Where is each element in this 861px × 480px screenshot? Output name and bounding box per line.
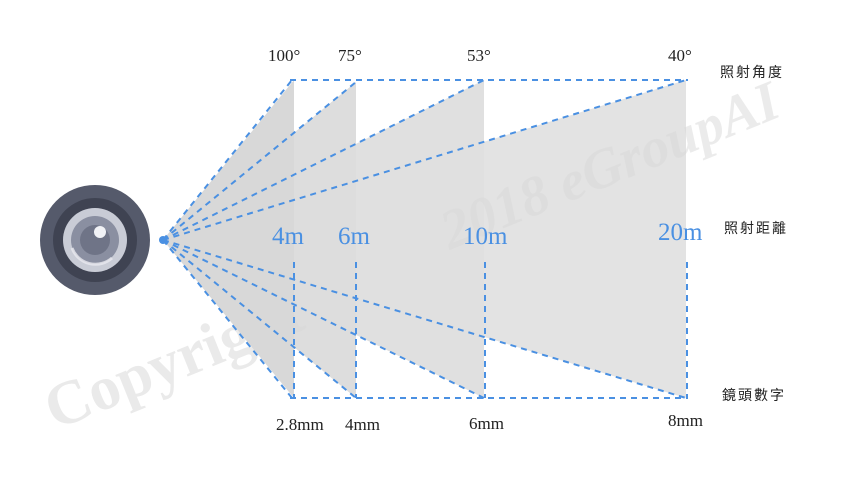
angle-label-53: 53° xyxy=(467,46,491,65)
ray-53-bottom xyxy=(162,239,485,399)
ray-53-top xyxy=(162,79,485,241)
lens-label-6mm: 6mm xyxy=(469,414,504,433)
lens-label-8mm: 8mm xyxy=(668,411,703,430)
lens-label-4mm: 4mm xyxy=(345,415,380,434)
row-labels: 照射角度 照射距離 鏡頭數字 xyxy=(720,65,788,404)
distance-label-10m: 10m xyxy=(463,223,508,250)
distance-label-6m: 6m xyxy=(338,223,371,250)
dash-layer xyxy=(162,79,688,399)
ray-75-top xyxy=(162,81,357,241)
row-label-lens: 鏡頭數字 xyxy=(722,388,786,404)
ray-100-bottom xyxy=(162,239,293,399)
beam-origin xyxy=(159,236,167,244)
angle-label-40: 40° xyxy=(668,46,692,65)
beam-layer xyxy=(163,80,686,398)
row-label-angle: 照射角度 xyxy=(720,65,784,81)
beam-2_8mm xyxy=(163,80,294,398)
distance-label-20m: 20m xyxy=(658,219,703,246)
camera-lens-icon xyxy=(40,185,150,295)
ray-100-top xyxy=(162,79,293,241)
distance-label-4m: 4m xyxy=(272,223,305,250)
angle-label-75: 75° xyxy=(338,46,362,65)
ray-40-top xyxy=(162,79,687,241)
distance-labels: 4m 6m 10m 20m xyxy=(272,219,703,250)
ray-40-bottom xyxy=(162,239,687,399)
ray-75-bottom xyxy=(162,239,357,399)
lens-labels: 2.8mm 4mm 6mm 8mm xyxy=(276,411,703,434)
lens-label-2_8mm: 2.8mm xyxy=(276,415,324,434)
angle-labels: 100° 75° 53° 40° xyxy=(268,46,692,65)
angle-label-100: 100° xyxy=(268,46,300,65)
row-label-distance: 照射距離 xyxy=(724,220,788,237)
